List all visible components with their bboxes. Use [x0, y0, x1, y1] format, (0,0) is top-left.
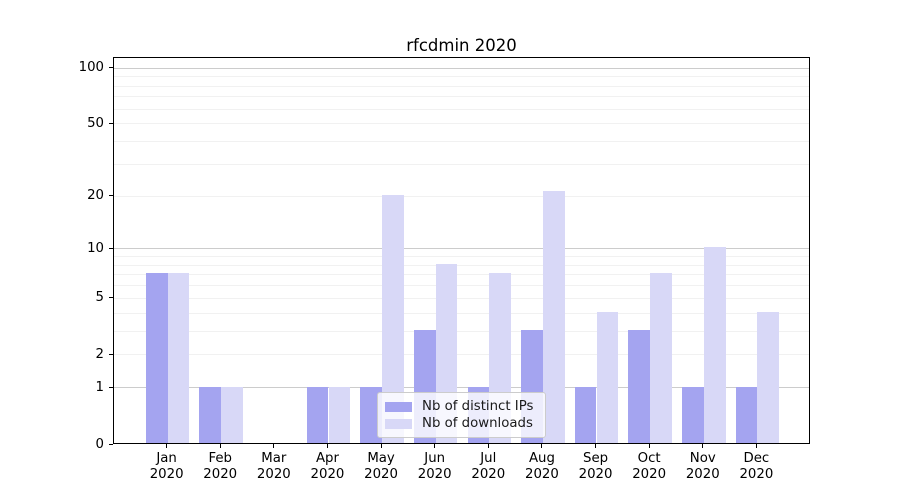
x-tick-mark	[648, 444, 650, 448]
bar-downloads-feb	[221, 386, 243, 443]
x-tick-label-apr: Apr 2020	[310, 451, 345, 482]
y-tick-mark	[109, 195, 113, 197]
plot-area	[113, 57, 810, 444]
y-tick-label: 2	[95, 346, 104, 362]
bar-downloads-dec	[757, 311, 780, 443]
x-tick-mark	[595, 444, 597, 448]
x-tick-label-nov: Nov 2020	[685, 451, 720, 482]
x-tick-mark	[273, 444, 275, 448]
y-tick-mark	[109, 247, 113, 249]
gridline-minor	[114, 285, 809, 287]
y-tick-label: 1	[95, 379, 104, 395]
legend: Nb of distinct IPs Nb of downloads	[377, 392, 546, 438]
x-tick-label-sep: Sep 2020	[578, 451, 613, 482]
gridline-minor	[114, 274, 809, 276]
x-tick-mark	[219, 444, 221, 448]
x-tick-label-aug: Aug 2020	[525, 451, 559, 482]
x-tick-label-jun: Jun 2020	[417, 451, 452, 482]
bar-ips-oct	[628, 329, 651, 443]
y-tick-label: 50	[87, 115, 104, 131]
gridline-minor	[114, 330, 809, 332]
bar-ips-dec	[735, 386, 758, 443]
x-tick-mark	[434, 444, 436, 448]
y-tick-mark	[109, 386, 113, 388]
x-tick-label-may: May 2020	[364, 451, 398, 482]
legend-item: Nb of downloads	[385, 416, 537, 431]
bar-ips-sep	[574, 386, 597, 443]
y-tick-mark	[109, 297, 113, 299]
gridline-minor	[114, 297, 809, 299]
gridline-major	[114, 67, 809, 69]
y-tick-mark	[109, 122, 113, 124]
x-tick-label-feb: Feb 2020	[203, 451, 238, 482]
legend-item-label: Nb of downloads	[422, 416, 533, 431]
bar-ips-apr	[306, 386, 329, 443]
gridline-minor	[114, 264, 809, 266]
x-tick-label-oct: Oct 2020	[632, 451, 667, 482]
legend-item-label: Nb of distinct IPs	[422, 399, 534, 414]
bar-downloads-oct	[650, 273, 672, 443]
bar-downloads-jan	[167, 273, 190, 443]
legend-swatch-icon	[385, 401, 412, 412]
x-tick-label-dec: Dec 2020	[739, 451, 774, 482]
gridline-minor	[114, 312, 809, 314]
gridline-minor	[114, 85, 809, 87]
y-tick-mark	[109, 443, 113, 445]
x-tick-mark	[755, 444, 757, 448]
x-tick-mark	[380, 444, 382, 448]
gridline-major	[114, 248, 809, 250]
y-tick-label: 0	[95, 436, 104, 452]
x-tick-mark	[166, 444, 168, 448]
gridline-minor	[114, 256, 809, 258]
x-tick-label-jan: Jan 2020	[149, 451, 184, 482]
y-tick-label: 20	[87, 188, 104, 204]
bar-downloads-aug	[542, 190, 565, 443]
gridline-major	[114, 387, 809, 389]
x-tick-mark	[487, 444, 489, 448]
bar-ips-jan	[145, 273, 168, 443]
gridline-minor	[114, 141, 809, 143]
x-tick-mark	[541, 444, 543, 448]
bar-downloads-sep	[596, 311, 619, 443]
bar-downloads-may	[382, 194, 404, 443]
x-tick-label-jul: Jul 2020	[471, 451, 506, 482]
bar-ips-may	[360, 386, 383, 443]
y-tick-mark	[109, 67, 113, 69]
y-tick-label: 100	[78, 60, 104, 76]
legend-item: Nb of distinct IPs	[385, 399, 537, 414]
gridline-minor	[114, 195, 809, 197]
bar-downloads-nov	[703, 247, 726, 443]
chart-title: rfcdmin 2020	[406, 36, 517, 55]
gridline-minor	[114, 108, 809, 110]
gridline-minor	[114, 96, 809, 98]
x-tick-mark	[326, 444, 328, 448]
gridline-minor	[114, 354, 809, 356]
gridline-minor	[114, 123, 809, 125]
bar-ips-nov	[682, 386, 704, 443]
gridline-minor	[114, 76, 809, 78]
y-tick-label: 5	[95, 290, 104, 306]
x-tick-label-mar: Mar 2020	[256, 451, 291, 482]
gridline-minor	[114, 163, 809, 165]
bar-ips-feb	[199, 386, 222, 443]
y-tick-mark	[109, 353, 113, 355]
x-tick-mark	[702, 444, 704, 448]
legend-swatch-icon	[385, 418, 412, 429]
y-tick-label: 10	[87, 240, 104, 256]
bar-downloads-apr	[328, 386, 351, 443]
